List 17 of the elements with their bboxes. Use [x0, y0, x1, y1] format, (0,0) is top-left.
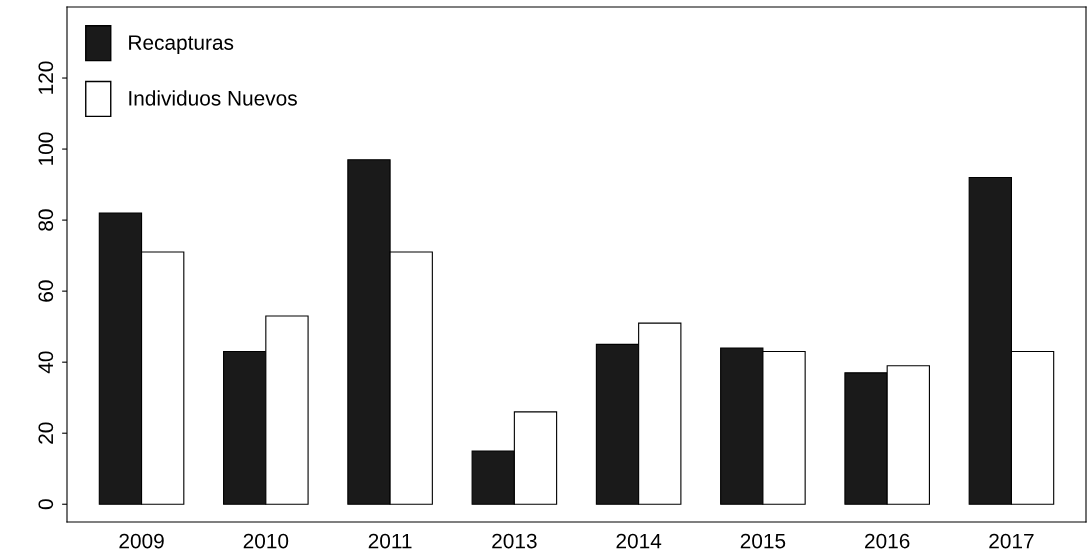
y-tick-label: 100 — [38, 132, 54, 165]
y-tick-label: 20 — [38, 422, 54, 444]
x-tick-label: 2016 — [865, 533, 910, 549]
x-tick-label: 2014 — [616, 533, 662, 549]
x-tick-label: 2015 — [740, 533, 786, 549]
y-tick-label: 120 — [38, 61, 54, 94]
y-tick-label: 40 — [38, 351, 54, 374]
x-tick-label: 2010 — [243, 533, 289, 549]
y-tick-label: 0 — [38, 499, 54, 510]
y-tick-label: 80 — [38, 209, 54, 231]
legend-label: Recapturas — [129, 35, 234, 55]
x-tick-label: 2011 — [368, 533, 412, 549]
y-tick-label: 60 — [38, 280, 54, 302]
x-tick-label: 2009 — [119, 533, 164, 549]
x-tick-label: 2017 — [989, 533, 1034, 549]
x-tick-label: 2013 — [492, 533, 537, 549]
legend-label: Individuos Nuevos — [129, 90, 297, 106]
